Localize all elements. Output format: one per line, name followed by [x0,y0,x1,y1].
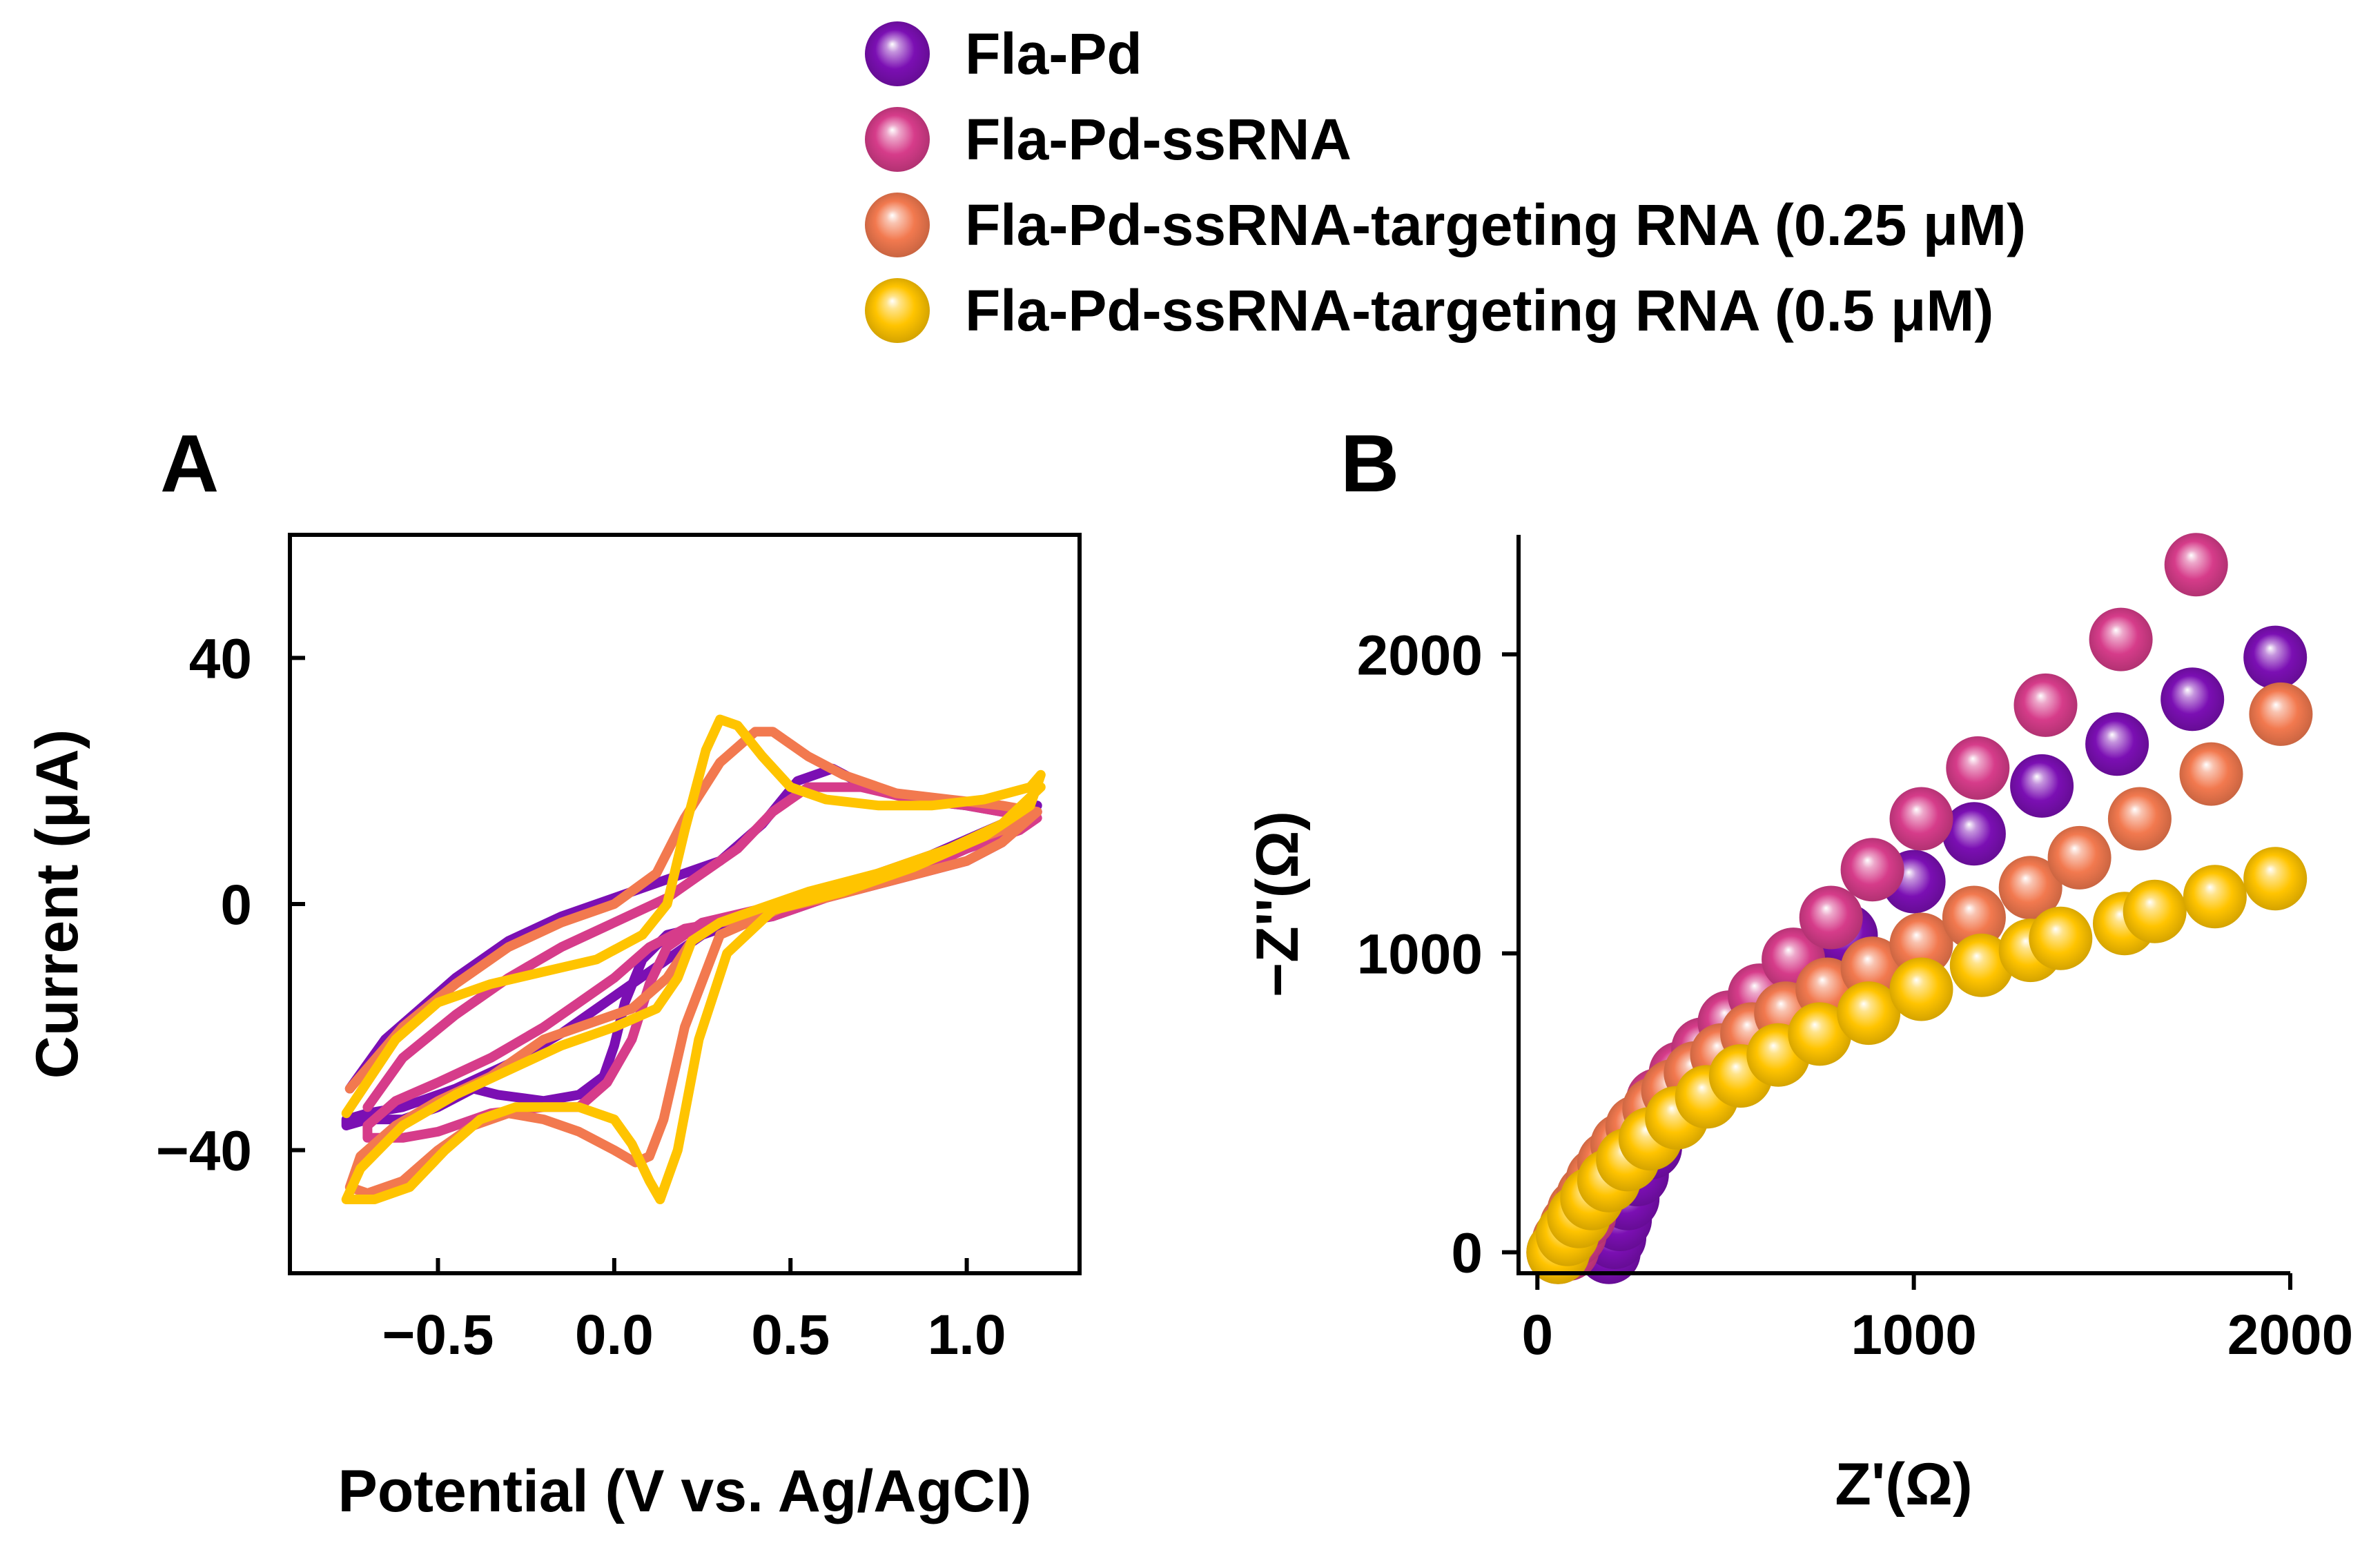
panel-b-series-group [1526,533,2313,1284]
legend-label-fla-pd-ssrna-targeting-rna-0-5-m: Fla-Pd-ssRNA-targeting RNA (0.5 μM) [965,278,1993,343]
nyquist-point [2243,847,2308,911]
panel-label-a: A [160,418,219,509]
nyquist-point [1942,802,2006,866]
panel-a-y-axis-label: Current (μA) [24,729,90,1079]
legend-label-fla-pd-ssrna-targeting-rna-0-25-m: Fla-Pd-ssRNA-targeting RNA (0.25 μM) [965,193,2026,257]
nyquist-point [2183,865,2247,929]
nyquist-point [1788,1002,1852,1066]
nyquist-point [1837,981,1901,1046]
nyquist-point [2179,742,2243,806]
nyquist-point [2249,682,2313,746]
nyquist-point [1889,787,1953,851]
panel-a-x-axis-label: Potential (V vs. Ag/AgCl) [338,1458,1032,1524]
nyquist-point [2164,533,2228,597]
nyquist-point [2047,825,2111,890]
legend-marker-fla-pd [865,21,930,86]
nyquist-point [2085,712,2149,776]
legend: Fla-Pd Fla-Pd-ssRNA Fla-Pd-ssRNA-targeting… [865,21,2026,343]
nyquist-point [1840,838,1904,902]
nyquist-point [2107,787,2172,851]
cv-curve-fla-pd-ssrna-targeting-rna-0-5-m [341,714,1046,1204]
nyquist-series-fla-pd-ssrna-targeting-rna-0-5-m [1526,847,2308,1284]
panel-a-chart: −0.5 0.0 0.5 1.0 −40 0 40 Potential (V vs. Ag/… [24,533,1082,1524]
panel-a-ticks: −0.5 0.0 0.5 1.0 −40 0 40 [156,627,1006,1366]
nyquist-point [1889,912,1953,976]
panel-a-x-tick-label: −0.5 [382,1304,494,1366]
nyquist-point [2029,906,2093,970]
nyquist-point [1799,885,1863,950]
panel-a-y-tick-label: 40 [189,627,252,690]
nyquist-point [2010,754,2074,818]
legend-marker-fla-pd-ssrna [865,107,930,172]
nyquist-point [1942,885,2006,950]
panel-a-plot-frame [288,533,1082,1275]
nyquist-point [2160,667,2225,732]
panel-b-x-axis-label: Z'(Ω) [1835,1451,1972,1518]
panel-b-y-axis-label: −Z''(Ω) [1245,811,1311,997]
nyquist-point [2243,625,2308,689]
panel-b-chart: 0 1000 2000 0 1000 2000 Z'(Ω) −Z''(Ω) [1245,533,2353,1518]
panel-a-series-group [341,714,1046,1204]
panel-label-b: B [1340,418,1399,509]
panel-a-x-tick-label: 0.5 [751,1304,830,1366]
nyquist-point [2013,673,2078,737]
nyquist-point [1998,856,2062,920]
panel-b-ticks: 0 1000 2000 0 1000 2000 [1357,624,2354,1366]
legend-marker-fla-pd-ssrna-targeting-rna-0-25-m [865,193,930,257]
panel-b-y-tick-label: 2000 [1357,624,1483,687]
nyquist-point [2089,607,2153,671]
nyquist-point [1949,933,2013,997]
panel-a-x-tick-label: 0.0 [575,1304,654,1366]
nyquist-point [1946,736,2010,800]
panel-b-x-tick-label: 1000 [1851,1304,1976,1366]
panel-a-y-tick-label: −40 [156,1120,252,1183]
panel-b-y-tick-label: 1000 [1357,923,1483,985]
panel-b-axes [1516,535,2290,1275]
legend-marker-fla-pd-ssrna-targeting-rna-0-5-m [865,278,930,343]
panel-a-y-tick-label: 0 [220,874,252,936]
panel-b-y-tick-label: 0 [1451,1222,1483,1285]
nyquist-point [1889,957,1953,1021]
panel-a-x-tick-label: 1.0 [928,1304,1006,1366]
panel-b-x-tick-label: 2000 [2227,1304,2353,1366]
nyquist-point [2123,879,2187,943]
legend-label-fla-pd-ssrna: Fla-Pd-ssRNA [965,107,1352,172]
panel-b-x-tick-label: 0 [1521,1304,1553,1366]
legend-label-fla-pd: Fla-Pd [965,21,1142,86]
